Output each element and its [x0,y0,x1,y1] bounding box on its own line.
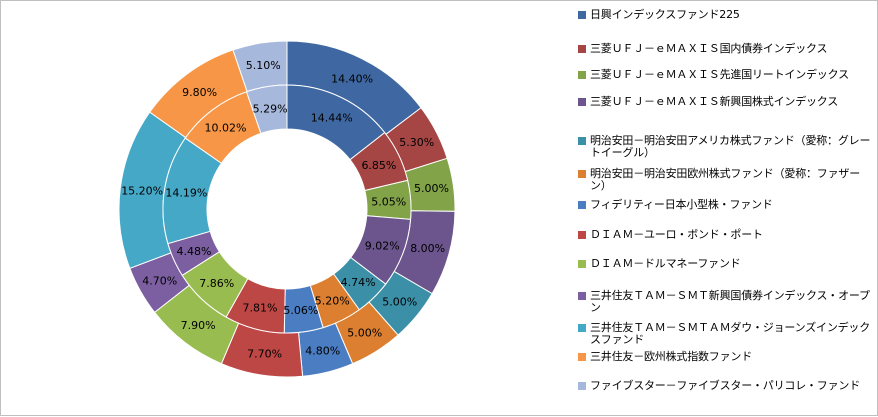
ring-1-label-3: 9.02% [365,240,400,253]
legend-label: フィデリティー日本小型株・ファンド [590,198,773,211]
legend-label: 三井住友ＴＡＭ－ＳＭＴ新興国債券インデックス・オープン [590,289,870,314]
ring-1-label-0: 14.44% [311,111,353,124]
legend-label: ＤＩＡＭ－ユーロ・ボンド・ポート [590,228,763,241]
doughnut-data-labels: 14.40% 5.30% 5.00% 8.00% 5.00% 5.00% 4.80% 7.70… [121,59,449,360]
legend-label: 明治安田－明治安田欧州株式ファンド（愛称：ファザーン） [590,167,860,192]
ring-1-label-8: 7.86% [199,277,234,290]
ring-0-label-4: 5.00% [382,296,417,309]
ring-1-slice-12 [245,84,288,135]
ring-0-label-11: 9.80% [182,86,217,99]
legend-swatch [578,231,586,239]
legend-swatch [578,71,586,79]
legend-label: ファイブスター－ファイブスター・パリコレ・ファンド [590,379,860,392]
ring-1-label-6: 5.06% [283,304,318,317]
legend-swatch [578,353,586,361]
doughnut-rings [118,40,456,378]
legend-swatch [578,324,586,332]
legend-swatch [578,45,586,53]
legend-label: 日興インデックスファンド225 [590,8,740,21]
legend-label: 三菱ＵＦＪ－ｅＭＡＸＩＳ先進国リートインデックス [590,68,849,81]
ring-0-label-8: 7.90% [181,319,216,332]
legend-label: 三菱ＵＦＪ－ｅＭＡＸＩＳ新興国株式インデックス [590,95,839,108]
ring-1-label-11: 10.02% [205,122,247,135]
ring-1-label-2: 5.05% [371,195,406,208]
legend-swatch [578,260,586,268]
ring-0-label-9: 4.70% [142,275,177,288]
legend-label: 三井住友－欧州株式指数ファンド [590,350,752,363]
legend-swatch [578,98,586,106]
ring-0-label-1: 5.30% [399,136,434,149]
legend-label: 三井住友ＴＡＭ－ＳＭＴＡＭダウ・ジョーンズインデックスファンド [590,321,871,346]
ring-1-label-12: 5.29% [253,102,288,115]
ring-0-label-10: 15.20% [121,185,163,198]
ring-1-label-1: 6.85% [361,159,396,172]
legend-swatch [578,201,586,209]
legend-swatch [578,11,586,19]
ring-0-label-0: 14.40% [331,72,373,85]
legend-label: 三菱ＵＦＪ－ｅＭＡＸＩＳ国内債券インデックス [590,42,828,55]
ring-1-label-9: 4.48% [177,245,212,258]
legend-label: ＤＩＡＭ－ドルマネーファンド [590,257,741,270]
ring-0-label-3: 8.00% [410,242,445,255]
ring-1-label-5: 5.20% [315,294,350,307]
legend-label: 明治安田－明治安田アメリカ株式ファンド（愛称：グレートイーグル） [590,134,871,159]
ring-1-label-4: 4.74% [341,276,376,289]
legend-swatch [578,292,586,300]
legend-swatch [578,170,586,178]
ring-0-label-12: 5.10% [246,59,281,72]
ring-0-label-5: 5.00% [347,327,382,340]
legend-swatch [578,137,586,145]
legend-swatch [578,382,586,390]
ring-0-label-2: 5.00% [414,182,449,195]
ring-0-label-6: 4.80% [305,345,340,358]
ring-0-label-7: 7.70% [247,347,282,360]
ring-1-label-10: 14.19% [165,186,207,199]
ring-1-label-7: 7.81% [243,301,278,314]
